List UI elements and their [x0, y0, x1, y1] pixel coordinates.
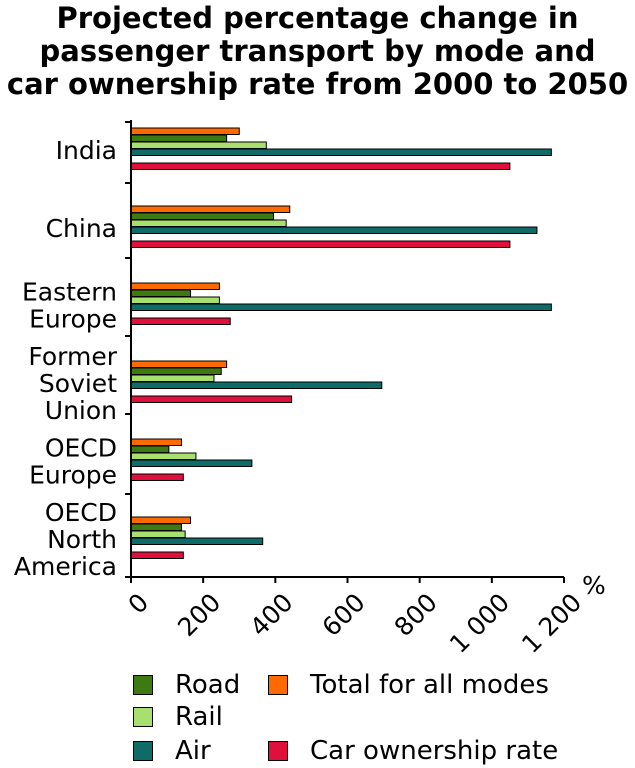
x-tick-label-2: 400 — [244, 588, 298, 642]
bar-road-2 — [130, 289, 192, 297]
bar-air-5 — [130, 537, 264, 545]
category-label-line: Former — [28, 342, 117, 371]
category-label-line: Soviet — [39, 369, 117, 398]
bar-rail-3 — [130, 374, 215, 382]
bar-car-ownership-rate-2 — [130, 317, 231, 325]
x-tick-label-1: 200 — [172, 588, 226, 642]
category-label-0: India — [56, 136, 117, 165]
x-tick-label-4: 800 — [389, 588, 443, 642]
category-label-line: Europe — [29, 305, 117, 334]
bar-car-ownership-rate-1 — [130, 240, 511, 248]
category-label-line: China — [46, 214, 117, 243]
bar-car-ownership-rate-0 — [130, 162, 511, 170]
bar-rail-1 — [130, 219, 287, 227]
category-label-line: America — [14, 552, 117, 581]
bar-air-3 — [130, 381, 383, 389]
bar-air-1 — [130, 226, 538, 234]
bar-total-for-all-modes-1 — [130, 205, 291, 213]
bar-car-ownership-rate-4 — [130, 473, 184, 481]
chart-title-line-3: car ownership rate from 2000 to 2050 — [6, 67, 629, 101]
category-label-line: Union — [45, 396, 117, 425]
category-label-3: Former Soviet Union — [28, 342, 117, 425]
bar-road-0 — [130, 134, 228, 142]
axes-layer — [125, 120, 565, 583]
category-label-line: North — [47, 525, 117, 554]
bar-rail-5 — [130, 530, 186, 538]
bar-total-for-all-modes-4 — [130, 438, 183, 446]
bar-total-for-all-modes-3 — [130, 360, 228, 368]
x-tick-label-3: 600 — [317, 588, 371, 642]
chart-title: Projected percentage change in passenger… — [0, 2, 635, 101]
chart-title-line-1: Projected percentage change in — [56, 1, 579, 35]
bar-road-4 — [130, 445, 170, 453]
x-axis-unit-label: % — [582, 571, 606, 600]
bar-car-ownership-rate-5 — [130, 551, 184, 559]
category-label-1: China — [46, 214, 117, 243]
x-tick-label-5: 1 000 — [444, 588, 515, 659]
bar-road-3 — [130, 367, 222, 375]
category-label-2: Eastern Europe — [22, 278, 117, 334]
bar-total-for-all-modes-0 — [130, 127, 240, 135]
bar-road-5 — [130, 523, 183, 531]
category-label-line: Europe — [29, 461, 117, 490]
category-label-line: OECD — [45, 498, 117, 527]
chart-title-line-2: passenger transport by mode and — [39, 34, 596, 68]
bar-rail-4 — [130, 452, 197, 460]
bars-layer — [130, 127, 552, 559]
category-label-line: India — [56, 136, 117, 165]
bar-air-0 — [130, 148, 552, 156]
bar-air-4 — [130, 459, 253, 467]
bar-rail-2 — [130, 296, 220, 304]
x-tick-label-0: 0 — [123, 588, 155, 620]
x-tick-label-6: 1 200 — [516, 588, 587, 659]
category-label-line: Eastern — [22, 278, 117, 307]
category-label-5: OECD North America — [14, 498, 117, 581]
category-label-line: OECD — [45, 434, 117, 463]
bar-total-for-all-modes-5 — [130, 516, 192, 524]
bar-total-for-all-modes-2 — [130, 282, 220, 290]
bar-air-2 — [130, 303, 552, 311]
x-tick-labels: 0 200 400 600 800 1 000 1 200 — [123, 588, 588, 659]
bar-road-1 — [130, 212, 275, 220]
bar-car-ownership-rate-3 — [130, 395, 293, 403]
bar-rail-0 — [130, 141, 267, 149]
category-label-4: OECD Europe — [29, 434, 117, 490]
